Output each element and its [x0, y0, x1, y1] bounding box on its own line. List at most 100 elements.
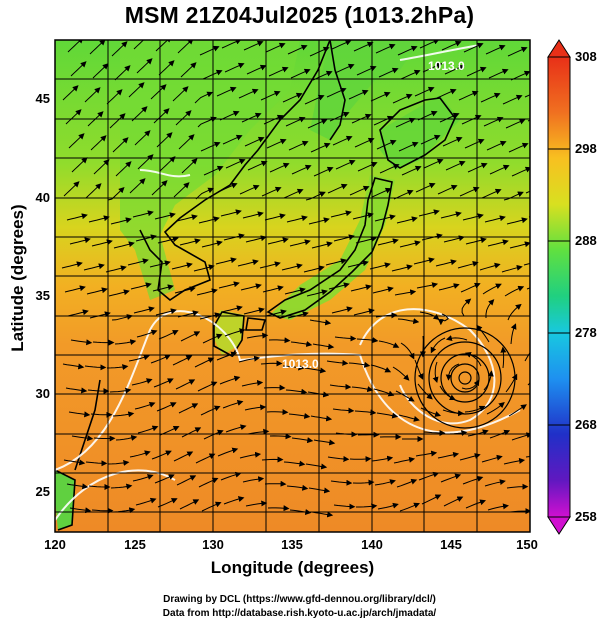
- streamline: [221, 40, 242, 49]
- streamline: [396, 478, 418, 488]
- kyushu-land: [212, 310, 245, 355]
- streamline: [133, 40, 150, 50]
- streamline: [394, 289, 417, 296]
- streamline: [176, 214, 198, 222]
- streamline: [524, 94, 530, 98]
- streamline: [109, 113, 126, 129]
- streamline: [71, 435, 94, 442]
- streamline: [174, 286, 196, 294]
- streamline: [397, 318, 420, 325]
- streamline: [242, 476, 265, 483]
- colorbar-tick-label: 308: [575, 49, 597, 64]
- streamline: [156, 132, 173, 148]
- streamline: [260, 360, 283, 367]
- streamline: [238, 88, 259, 99]
- streamline: [432, 361, 439, 384]
- streamline: [129, 450, 151, 458]
- streamline: [423, 158, 444, 169]
- streamline: [288, 412, 311, 419]
- streamline: [105, 265, 127, 273]
- streamline: [114, 339, 137, 346]
- streamline: [90, 135, 107, 151]
- credit-drawing: Drawing by DCL (https://www.gfd-dennou.o…: [163, 594, 436, 605]
- honshu-land: [270, 175, 395, 320]
- x-axis-label: Longitude (degrees): [210, 558, 375, 577]
- streamline: [415, 182, 436, 193]
- streamline: [326, 359, 349, 366]
- streamline: [313, 439, 336, 446]
- streamline: [68, 133, 85, 149]
- streamline: [269, 433, 292, 440]
- streamline: [503, 191, 524, 201]
- streamline: [525, 190, 530, 194]
- streamline: [131, 378, 153, 386]
- streamline: [266, 409, 289, 416]
- streamline: [261, 456, 284, 463]
- streamline: [243, 40, 264, 51]
- streamline: [401, 165, 422, 176]
- streamline: [179, 499, 200, 510]
- streamline: [179, 238, 201, 246]
- streamline: [504, 285, 525, 297]
- streamline: [507, 46, 528, 57]
- streamline: [127, 258, 149, 266]
- streamline: [505, 373, 518, 393]
- y-tick-label: 40: [35, 190, 50, 205]
- streamline: [178, 134, 195, 150]
- streamline: [330, 479, 353, 486]
- streamline: [158, 60, 175, 76]
- streamline: [110, 483, 133, 490]
- continent-land: [120, 40, 300, 300]
- streamline: [175, 379, 196, 390]
- streamline: [457, 261, 479, 269]
- streamline: [110, 217, 132, 225]
- y-tick-label: 35: [35, 288, 50, 303]
- streamline: [290, 68, 311, 79]
- streamline: [268, 66, 289, 77]
- streamline: [195, 453, 216, 464]
- streamline: [201, 501, 222, 512]
- streamline: [439, 112, 460, 123]
- streamline: [152, 284, 174, 292]
- streamline: [198, 216, 220, 224]
- streamline: [224, 328, 246, 337]
- streamline: [395, 117, 416, 128]
- streamline: [460, 282, 481, 293]
- streamline: [61, 261, 83, 269]
- y-tick-label: 45: [35, 91, 50, 106]
- streamline: [506, 483, 529, 490]
- streamline: [303, 265, 325, 273]
- streamline: [524, 351, 530, 362]
- streamline: [376, 412, 399, 419]
- streamline: [222, 134, 243, 145]
- streamline: [391, 264, 413, 272]
- streamline: [378, 67, 399, 78]
- streamline: [443, 235, 465, 243]
- streamline: [510, 323, 517, 345]
- streamline: [481, 188, 502, 199]
- streamline: [128, 354, 150, 362]
- streamline: [284, 287, 306, 295]
- streamline: [65, 109, 82, 125]
- contour-label: 1013.0: [428, 59, 465, 73]
- streamline: [487, 503, 509, 511]
- streamline: [395, 390, 415, 402]
- colorbar: [547, 39, 571, 535]
- streamline: [85, 183, 102, 199]
- streamline: [377, 238, 399, 246]
- streamline: [93, 159, 110, 175]
- y-tick-label: 25: [35, 484, 50, 499]
- credit-data-source: Data from http://database.rish.kyoto-u.a…: [162, 608, 437, 619]
- streamline: [194, 91, 214, 104]
- streamline: [89, 40, 106, 55]
- streamline: [66, 213, 88, 221]
- streamline: [325, 258, 347, 266]
- streamline: [529, 48, 530, 49]
- streamline: [180, 62, 197, 78]
- streamline: [83, 263, 105, 271]
- streamline: [153, 378, 174, 388]
- streamline: [353, 41, 374, 52]
- streamline: [195, 187, 215, 200]
- streamline: [130, 282, 152, 290]
